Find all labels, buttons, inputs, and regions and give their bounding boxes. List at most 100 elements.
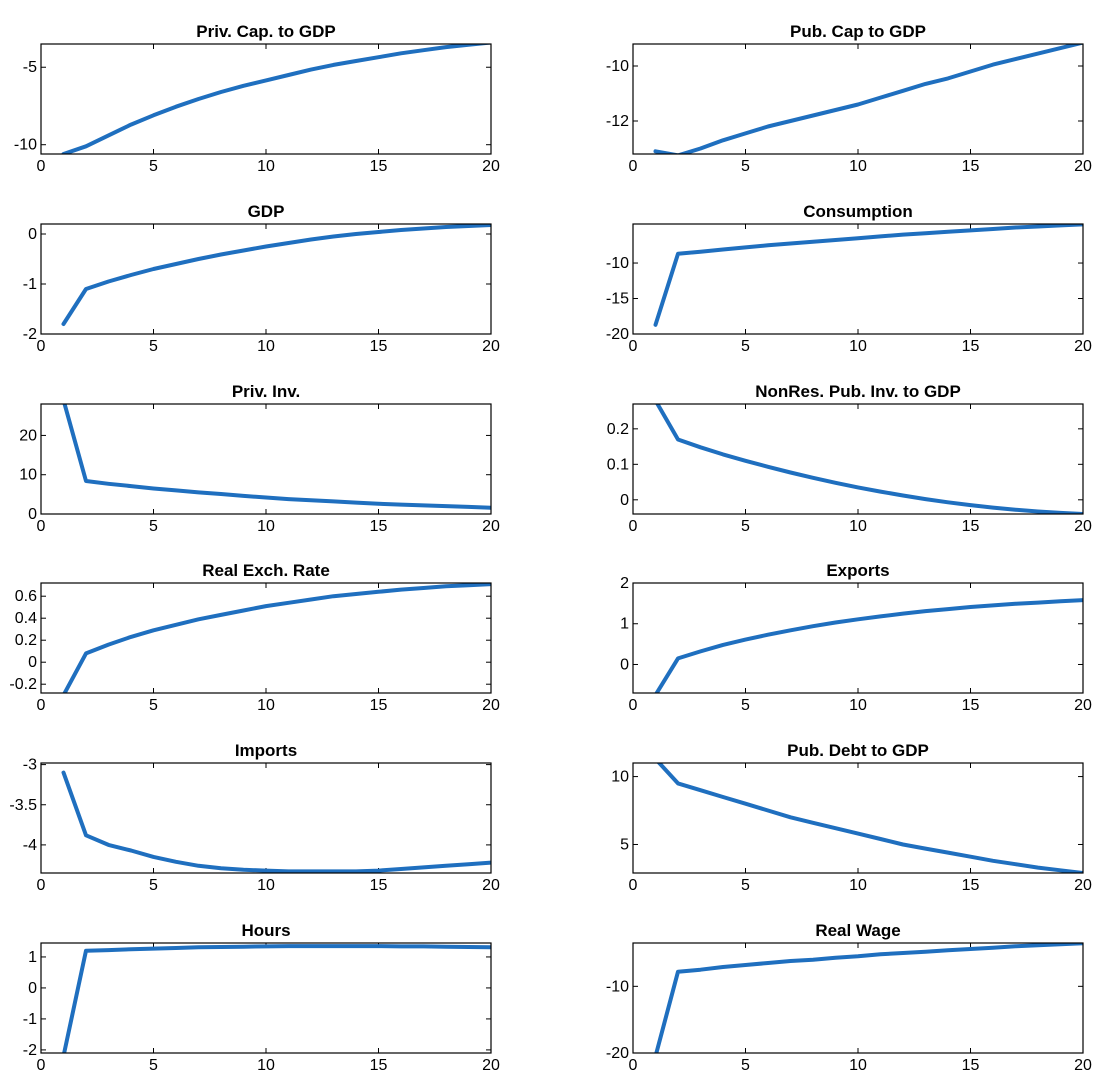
x-tick-label: 10 [257,338,275,355]
x-tick-label: 10 [849,518,867,535]
series-line [656,763,1083,873]
y-tick-label: 0.4 [15,610,37,627]
x-tick-label: 0 [37,158,46,175]
y-tick-label: -2 [23,1042,37,1059]
y-tick-label: 1 [620,616,629,633]
x-tick-label: 15 [370,158,388,175]
x-tick-label: 15 [962,1057,980,1074]
chart-title: Real Exch. Rate [202,561,330,580]
y-tick-label: -5 [23,59,37,76]
axes-frame [40,403,492,515]
x-tick-label: 15 [370,518,388,535]
y-tick-label: -4 [23,837,37,854]
x-tick-label: 15 [370,1057,388,1074]
x-tick-label: 5 [149,518,158,535]
x-tick-label: 5 [741,697,750,714]
x-tick-label: 0 [629,877,638,894]
x-tick-label: 5 [149,1057,158,1074]
x-tick-label: 15 [370,697,388,714]
plot-area [633,404,1083,514]
x-tick-label: 20 [1074,877,1092,894]
y-tick-label: -10 [14,137,37,154]
series-line [61,224,491,326]
plot-area [633,224,1083,334]
chart-title: Imports [235,741,297,760]
x-tick-label: 20 [1074,697,1092,714]
series-line [653,44,1083,154]
x-tick-label: 10 [257,518,275,535]
chart-panel: Real Wage 0 5 10 15 20 -10 -20 [606,921,1092,1074]
y-tick-label: 20 [19,427,37,444]
axes-frame [40,43,492,155]
x-tick-label: 0 [629,518,638,535]
x-tick-label: 0 [37,877,46,894]
chart-title: Priv. Cap. to GDP [196,22,336,41]
chart-panel: Consumption 0 5 10 15 20 -10 -15 -20 [606,202,1092,355]
x-tick-label: 0 [37,697,46,714]
x-tick-label: 5 [741,338,750,355]
series-line [653,224,1083,327]
y-tick-label: -1 [23,276,37,293]
x-tick-label: 5 [741,1057,750,1074]
x-tick-label: 20 [482,1057,500,1074]
x-tick-label: 15 [962,338,980,355]
plot-area [41,224,491,334]
axes-frame [40,223,492,335]
x-tick-label: 10 [849,697,867,714]
x-tick-label: 0 [37,1057,46,1074]
x-tick-label: 10 [257,1057,275,1074]
series-line [61,44,491,154]
x-tick-label: 10 [849,338,867,355]
x-tick-label: 10 [849,1057,867,1074]
chart-title: Real Wage [815,921,900,940]
plot-area [41,44,491,154]
y-tick-label: -1 [23,1011,37,1028]
series-line [62,404,491,510]
plot-area [41,763,491,873]
x-tick-label: 15 [370,338,388,355]
x-tick-label: 0 [37,518,46,535]
y-tick-label: -10 [606,978,629,995]
axes-frame [632,223,1084,335]
y-tick-label: -3.5 [9,797,37,814]
chart-title: NonRes. Pub. Inv. to GDP [755,382,961,401]
y-tick-label: -10 [606,255,629,272]
y-tick-label: 0 [28,980,37,997]
x-tick-label: 15 [370,877,388,894]
x-tick-label: 15 [962,158,980,175]
x-tick-label: 20 [1074,158,1092,175]
series-line [61,770,491,873]
x-tick-label: 20 [482,338,500,355]
y-tick-label: 0.2 [15,632,37,649]
y-tick-label: 0 [28,506,37,523]
y-tick-label: 5 [620,836,629,853]
chart-title: Priv. Inv. [232,382,300,401]
y-tick-label: 0.2 [607,421,629,438]
chart-panel: Priv. Inv. 0 5 10 15 20 20 10 0 [19,382,500,535]
plot-area [41,943,491,1053]
chart-panel: Pub. Cap to GDP 0 5 10 15 20 -10 -12 [606,22,1092,175]
y-tick-label: 1 [28,949,37,966]
chart-title: Hours [241,921,290,940]
plot-area [633,583,1083,693]
axes-frame [40,582,492,694]
chart-panel: Imports 0 5 10 15 20 -3 -3.5 -4 [9,741,500,894]
x-tick-label: 0 [629,338,638,355]
axes-frame [40,942,492,1054]
x-tick-label: 20 [482,697,500,714]
chart-title: Exports [826,561,889,580]
x-tick-label: 10 [257,158,275,175]
x-tick-label: 0 [629,697,638,714]
axes-frame [632,582,1084,694]
axes-frame [632,942,1084,1054]
x-tick-label: 10 [849,158,867,175]
axes-frame [632,403,1084,515]
x-tick-label: 20 [1074,1057,1092,1074]
x-tick-label: 10 [257,877,275,894]
x-tick-label: 20 [482,158,500,175]
y-tick-label: 0.1 [607,456,629,473]
chart-title: Pub. Cap to GDP [790,22,926,41]
x-tick-label: 10 [849,877,867,894]
